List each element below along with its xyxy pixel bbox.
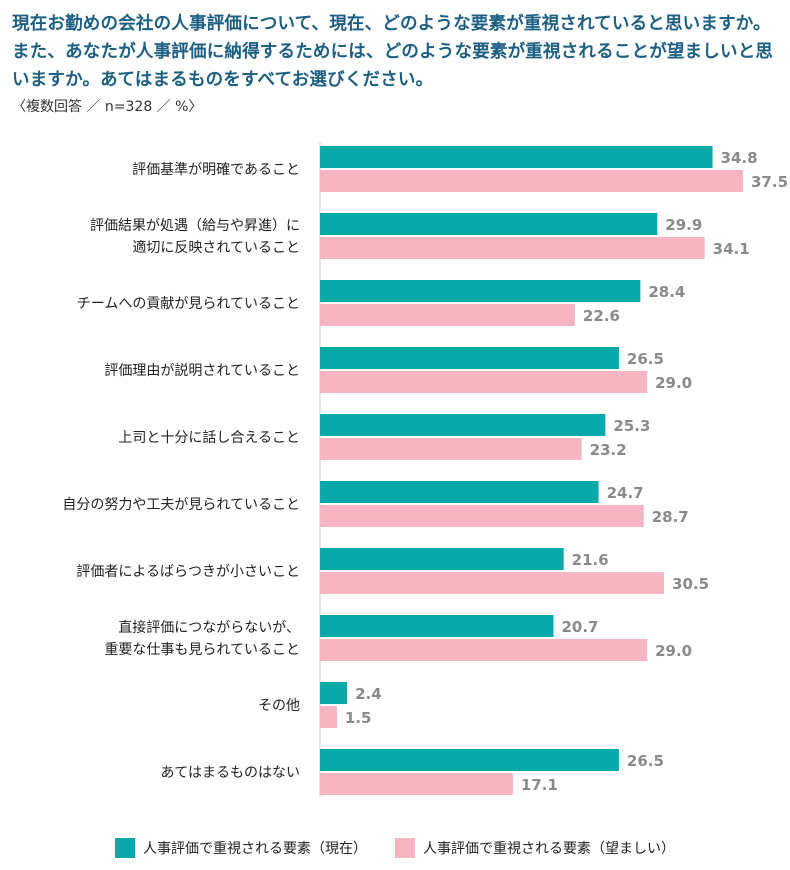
category-label: 自分の努力や工夫が見られていること (62, 497, 300, 513)
chart-subtitle: 〈複数回答 ／ n=328 ／ %〉 (12, 99, 203, 115)
category-label: その他 (258, 698, 300, 714)
category-label-line: 評価結果が処遇（給与や昇進）に (90, 218, 300, 234)
legend-item-current: 人事評価で重視される要素（現在） (115, 838, 367, 858)
bar-chart: 評価基準が明確であること 34.8 37.5 評価結果が処遇（給与や昇進）に適切に反映… (62, 142, 788, 797)
bar-desired (320, 371, 648, 393)
bar-current (320, 615, 554, 637)
bar-desired (320, 438, 582, 460)
legend-swatch-current (115, 838, 135, 858)
value-label-desired: 34.1 (713, 240, 750, 258)
value-label-desired: 17.1 (521, 776, 558, 794)
chart-title: 現在お勤めの会社の人事評価について、現在、どのような要素が重視されていると思いま… (12, 14, 774, 90)
category-label-line: 直接評価につながらないが、 (118, 619, 300, 636)
category-label-line: チームへの貢献が見られていること (77, 296, 300, 312)
category-label-line: 重要な仕事も見られていること (104, 642, 300, 658)
category-label: チームへの貢献が見られていること (77, 296, 300, 312)
value-label-current: 24.7 (607, 484, 644, 502)
bar-current (320, 682, 348, 704)
bar-desired (320, 304, 575, 326)
bar-current (320, 414, 606, 436)
value-label-desired: 30.5 (672, 575, 709, 593)
legend-item-desired: 人事評価で重視される要素（望ましい） (395, 838, 675, 858)
bar-current (320, 548, 564, 570)
value-label-desired: 23.2 (590, 441, 627, 459)
category-label: 評価基準が明確であること (132, 161, 300, 178)
value-label-desired: 37.5 (751, 173, 788, 191)
category-label-line: 上司と十分に話し合えること (118, 429, 300, 446)
category-label-line: 評価理由が説明されていること (104, 363, 300, 379)
category-label: 評価理由が説明されていること (104, 363, 300, 379)
category-label-line: 適切に反映されていること (132, 239, 300, 256)
bar-current (320, 280, 641, 302)
bar-desired (320, 572, 665, 594)
bar-current (320, 481, 599, 503)
legend-label-current: 人事評価で重視される要素（現在） (143, 841, 367, 857)
bar-current (320, 347, 619, 369)
category-label-line: 自分の努力や工夫が見られていること (62, 497, 300, 513)
bar-desired (320, 237, 705, 259)
category-label-line: あてはまるものはない (161, 765, 300, 781)
legend: 人事評価で重視される要素（現在） 人事評価で重視される要素（望ましい） (0, 838, 790, 858)
value-label-current: 34.8 (721, 149, 758, 167)
bar-desired (320, 706, 337, 728)
value-label-current: 2.4 (355, 685, 382, 703)
value-label-current: 21.6 (572, 551, 609, 569)
value-label-current: 26.5 (627, 350, 664, 368)
category-label: 上司と十分に話し合えること (118, 429, 300, 446)
category-label-line: 評価基準が明確であること (132, 161, 300, 178)
category-label-line: その他 (258, 698, 300, 714)
legend-swatch-desired (395, 838, 415, 858)
category-label: 評価者によるばらつきが小さいこと (76, 564, 300, 580)
bar-desired (320, 773, 513, 795)
value-label-current: 28.4 (648, 283, 685, 301)
bar-desired (320, 639, 648, 661)
bar-desired (320, 170, 743, 192)
category-label: 評価結果が処遇（給与や昇進）に適切に反映されていること (90, 218, 300, 256)
value-label-current: 26.5 (627, 752, 664, 770)
bar-current (320, 146, 713, 168)
value-label-current: 29.9 (665, 216, 702, 234)
category-label: あてはまるものはない (161, 765, 300, 781)
value-label-current: 25.3 (613, 417, 650, 435)
value-label-desired: 28.7 (652, 508, 689, 526)
bar-desired (320, 505, 644, 527)
bar-current (320, 749, 619, 771)
legend-label-desired: 人事評価で重視される要素（望ましい） (423, 841, 675, 857)
value-label-desired: 29.0 (655, 642, 692, 660)
value-label-current: 20.7 (561, 618, 598, 636)
value-label-desired: 1.5 (345, 709, 372, 727)
category-label-line: 評価者によるばらつきが小さいこと (76, 564, 300, 580)
category-label: 直接評価につながらないが、重要な仕事も見られていること (104, 619, 300, 658)
bar-current (320, 213, 658, 235)
value-label-desired: 29.0 (655, 374, 692, 392)
value-label-desired: 22.6 (583, 307, 620, 325)
